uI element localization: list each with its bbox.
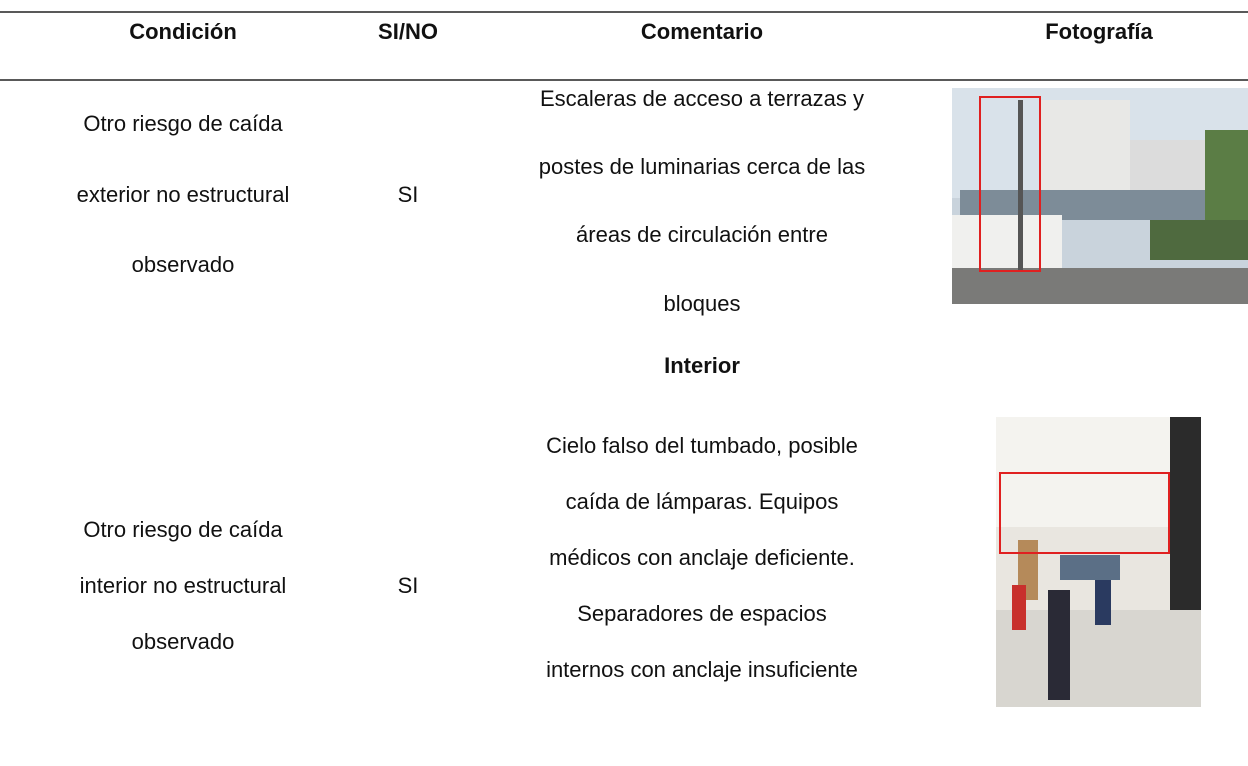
comment-line: médicos con anclaje deficiente. xyxy=(549,545,855,570)
condition-line: Otro riesgo de caída xyxy=(83,111,283,136)
header-cell: Condición xyxy=(129,19,237,44)
photo-interior xyxy=(996,417,1201,707)
condition-line: observado xyxy=(132,629,235,654)
condition-line: exterior no estructural xyxy=(77,182,290,207)
comment-line: áreas de circulación entre xyxy=(576,222,828,247)
condition-line: Otro riesgo de caída xyxy=(83,517,283,542)
comment-line: Cielo falso del tumbado, posible xyxy=(546,433,858,458)
comment-line: bloques xyxy=(663,291,740,316)
comment-line: Escaleras de acceso a terrazas y xyxy=(540,86,864,111)
comment-line: caída de lámparas. Equipos xyxy=(566,489,839,514)
header-cell: Fotografía xyxy=(1045,19,1153,44)
photo-exterior xyxy=(952,88,1248,304)
answer: SI xyxy=(398,573,419,598)
condition-line: interior no estructural xyxy=(80,573,287,598)
header-cell: Comentario xyxy=(641,19,763,44)
comment-line: postes de luminarias cerca de las xyxy=(539,154,866,179)
comment-line: internos con anclaje insuficiente xyxy=(546,657,858,682)
answer: SI xyxy=(398,182,419,207)
header-cell: SI/NO xyxy=(378,19,438,44)
comment-line: Separadores de espacios xyxy=(577,601,827,626)
condition-line: observado xyxy=(132,252,235,277)
section-title: Interior xyxy=(664,353,740,378)
